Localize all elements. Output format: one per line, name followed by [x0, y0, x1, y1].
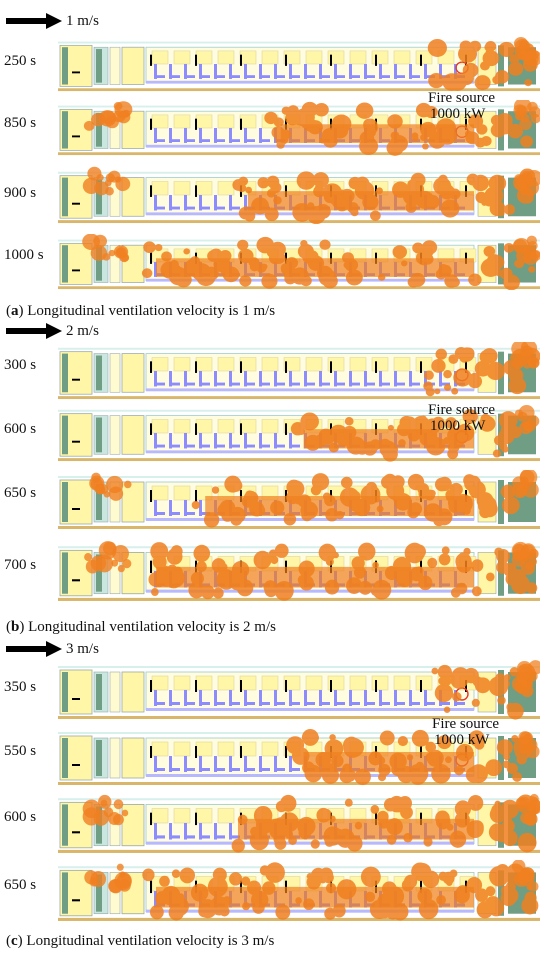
fire-source-power: 1000 kW — [430, 418, 486, 434]
snapshot-a1 — [58, 36, 540, 92]
time-label-a3: 900 s — [4, 185, 37, 201]
velocity-label-a: 1 m/s — [66, 13, 99, 29]
snapshot-c4 — [58, 860, 540, 922]
velocity-label-c: 3 m/s — [66, 641, 99, 657]
fire-source-title: Fire source — [432, 716, 500, 732]
fire-source-label-a: Fire source 1000 kW — [428, 90, 495, 122]
fire-source-power: 1000 kW — [434, 732, 490, 748]
time-label-b2: 600 s — [4, 421, 37, 437]
fire-source-label-b: Fire source 1000 kW — [428, 402, 495, 434]
time-label-c1: 350 s — [4, 679, 37, 695]
wind-arrow-icon — [6, 13, 62, 29]
snapshot-b1 — [58, 342, 540, 400]
snapshot-c2 — [58, 726, 540, 786]
caption-text-a: Longitudinal ventilation velocity is 1 m… — [23, 303, 276, 319]
fire-source-label-c: Fire source 1000 kW — [432, 716, 499, 748]
caption-letter-a: a — [11, 303, 19, 319]
snapshot-c3 — [58, 792, 540, 854]
velocity-label-b: 2 m/s — [66, 323, 99, 339]
time-label-b4: 700 s — [4, 557, 37, 573]
time-label-a1: 250 s — [4, 53, 37, 69]
caption-a: (a) Longitudinal ventilation velocity is… — [6, 303, 276, 319]
time-label-b1: 300 s — [4, 357, 37, 373]
wind-arrow-icon — [6, 641, 62, 657]
snapshot-a4 — [58, 234, 540, 290]
caption-text-c: Longitudinal ventilation velocity is 3 m… — [22, 933, 275, 949]
snapshot-b2 — [58, 404, 540, 462]
fire-source-title: Fire source — [428, 402, 496, 418]
wind-arrow-icon — [6, 323, 62, 339]
fire-source-power: 1000 kW — [430, 106, 486, 122]
time-label-a4: 1000 s — [4, 247, 44, 263]
snapshot-c1 — [58, 660, 540, 720]
fire-source-title: Fire source — [428, 90, 496, 106]
snapshot-b3 — [58, 470, 540, 530]
time-label-c3: 600 s — [4, 809, 37, 825]
time-label-a2: 850 s — [4, 115, 37, 131]
time-label-c2: 550 s — [4, 743, 37, 759]
caption-b: (b) Longitudinal ventilation velocity is… — [6, 619, 276, 635]
caption-letter-c: c — [11, 933, 18, 949]
snapshot-a3 — [58, 166, 540, 224]
time-label-c4: 650 s — [4, 877, 37, 893]
snapshot-b4 — [58, 540, 540, 602]
snapshot-a2 — [58, 100, 540, 156]
time-label-b3: 650 s — [4, 485, 37, 501]
caption-letter-b: b — [11, 619, 20, 635]
caption-text-b: Longitudinal ventilation velocity is 2 m… — [24, 619, 276, 635]
caption-c: (c) Longitudinal ventilation velocity is… — [6, 933, 275, 949]
